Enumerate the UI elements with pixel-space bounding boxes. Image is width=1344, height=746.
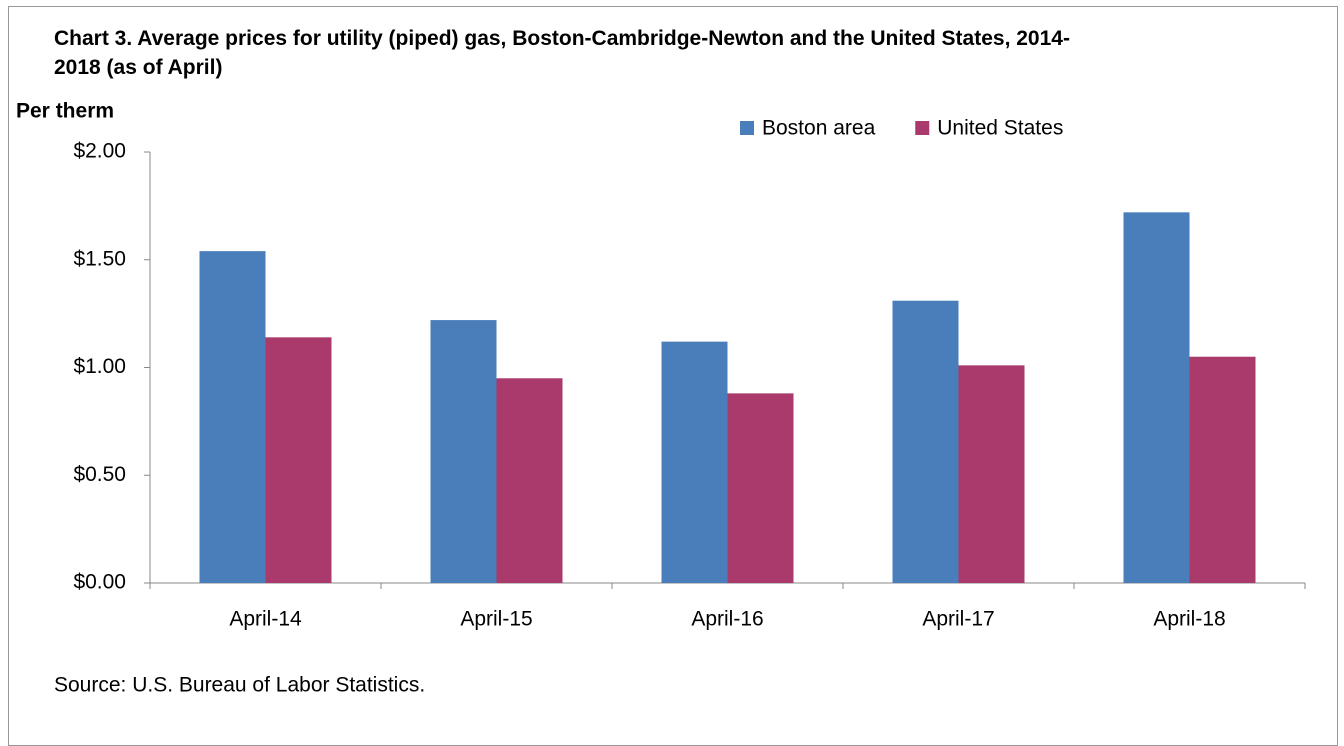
x-tick-label: April-14 [229, 608, 302, 631]
y-axis-label: Per therm [16, 100, 114, 123]
y-tick-label: $0.50 [73, 463, 126, 486]
bar [661, 341, 728, 583]
bar [496, 378, 563, 583]
y-tick-label: $1.50 [73, 247, 126, 270]
bar [727, 393, 794, 583]
x-tick-label: April-16 [691, 608, 763, 631]
x-tick-label: April-15 [460, 608, 532, 631]
bar [892, 300, 959, 583]
bar [430, 320, 497, 583]
legend-swatch [915, 121, 930, 135]
y-tick-label: $0.00 [73, 571, 126, 594]
bar [265, 337, 332, 583]
x-tick-label: April-18 [1153, 608, 1225, 631]
bar [1123, 212, 1190, 583]
source-note: Source: U.S. Bureau of Labor Statistics. [54, 674, 425, 697]
chart-title: Chart 3. Average prices for utility (pip… [54, 27, 1070, 79]
bar [1189, 356, 1256, 583]
y-tick-label: $1.00 [73, 355, 126, 378]
legend-label: United States [937, 117, 1063, 140]
x-tick-label: April-17 [922, 608, 994, 631]
bar [958, 365, 1025, 583]
y-tick-label: $2.00 [73, 140, 126, 163]
legend-swatch [740, 121, 754, 135]
bar [199, 251, 266, 583]
legend-label: Boston area [762, 117, 876, 140]
